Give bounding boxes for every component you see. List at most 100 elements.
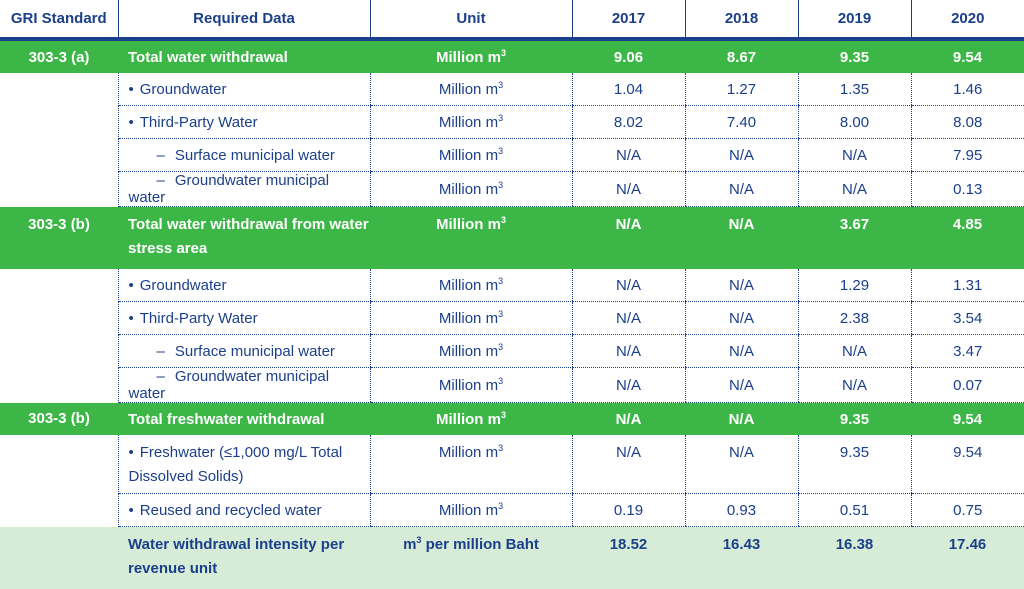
required-data: Third-Party Water (118, 302, 370, 335)
year-value: 0.07 (911, 368, 1024, 403)
header-year: 2017 (572, 0, 685, 39)
year-value: 2.38 (798, 302, 911, 335)
unit: Million m3 (370, 435, 572, 494)
header-unit: Unit (370, 0, 572, 39)
year-value: 1.04 (572, 73, 685, 106)
required-data: Surface municipal water (118, 335, 370, 368)
gri-code: 303-3 (a) (0, 39, 118, 73)
gri-code (0, 269, 118, 302)
year-value: 3.54 (911, 302, 1024, 335)
unit-text: Million m (439, 147, 498, 164)
required-data: Total water withdrawal from water stress… (118, 207, 370, 270)
year-value: 16.38 (798, 527, 911, 589)
header-year: 2018 (685, 0, 798, 39)
required-data: Groundwater (118, 73, 370, 106)
year-value: N/A (798, 139, 911, 172)
required-data: Freshwater (≤1,000 mg/L Total Dissolved … (118, 435, 370, 494)
unit-text: Million m (439, 502, 498, 519)
unit: Million m3 (370, 139, 572, 172)
year-value: N/A (685, 207, 798, 270)
year-value: 9.54 (911, 435, 1024, 494)
gri-code (0, 335, 118, 368)
table-row: Water withdrawal intensity per revenue u… (0, 527, 1024, 589)
gri-code (0, 494, 118, 527)
year-value: N/A (572, 139, 685, 172)
year-value: 8.00 (798, 106, 911, 139)
row-label: Surface municipal water (129, 343, 335, 360)
year-value: 7.95 (911, 139, 1024, 172)
required-data: Water withdrawal intensity per revenue u… (118, 527, 370, 589)
unit-superscript: 3 (498, 342, 503, 352)
year-value: 9.35 (798, 403, 911, 436)
unit-text: Million m (436, 411, 501, 428)
year-value: 8.02 (572, 106, 685, 139)
row-label: Reused and recycled water (129, 502, 322, 519)
unit-text: Million m (439, 277, 498, 294)
required-data: Groundwater municipal water (118, 172, 370, 207)
year-value: N/A (685, 269, 798, 302)
year-value: 8.67 (685, 39, 798, 73)
gri-code (0, 527, 118, 589)
unit-superscript: 3 (498, 501, 503, 511)
unit: Million m3 (370, 494, 572, 527)
unit-superscript: 3 (498, 113, 503, 123)
required-data: Reused and recycled water (118, 494, 370, 527)
year-value: 16.43 (685, 527, 798, 589)
required-data: Third-Party Water (118, 106, 370, 139)
unit-prefix: m (403, 536, 416, 553)
table-row: 303-3 (b)Total water withdrawal from wat… (0, 207, 1024, 270)
unit-superscript: 3 (498, 276, 503, 286)
year-value: N/A (572, 269, 685, 302)
required-data: Surface municipal water (118, 139, 370, 172)
year-value: 9.54 (911, 39, 1024, 73)
gri-code (0, 73, 118, 106)
unit-superscript: 3 (501, 48, 506, 58)
year-value: 17.46 (911, 527, 1024, 589)
unit-superscript: 3 (498, 80, 503, 90)
year-value: 1.29 (798, 269, 911, 302)
year-value: 4.85 (911, 207, 1024, 270)
unit-superscript: 3 (498, 376, 503, 386)
required-data: Groundwater municipal water (118, 368, 370, 403)
row-label: Total freshwater withdrawal (128, 411, 324, 428)
year-value: 7.40 (685, 106, 798, 139)
unit-text: Million m (439, 310, 498, 327)
unit: Million m3 (370, 368, 572, 403)
row-label: Freshwater (≤1,000 mg/L Total Dissolved … (129, 444, 343, 485)
unit: Million m3 (370, 302, 572, 335)
header-row: GRI Standard Required Data Unit 2017 201… (0, 0, 1024, 39)
year-value: 9.35 (798, 39, 911, 73)
unit-text: Million m (439, 343, 498, 360)
year-value: N/A (572, 207, 685, 270)
unit: Million m3 (370, 269, 572, 302)
year-value: 9.06 (572, 39, 685, 73)
unit: Million m3 (370, 106, 572, 139)
year-value: 0.19 (572, 494, 685, 527)
year-value: N/A (685, 403, 798, 436)
year-value: N/A (685, 172, 798, 207)
year-value: N/A (798, 368, 911, 403)
unit-superscript: 3 (498, 443, 503, 453)
gri-code (0, 368, 118, 403)
header-year: 2020 (911, 0, 1024, 39)
row-label: Total water withdrawal (128, 49, 288, 66)
gri-code (0, 172, 118, 207)
year-value: N/A (798, 172, 911, 207)
year-value: 1.35 (798, 73, 911, 106)
gri-code (0, 106, 118, 139)
unit-text: Million m (439, 444, 498, 461)
year-value: 0.13 (911, 172, 1024, 207)
gri-code: 303-3 (b) (0, 207, 118, 270)
unit-superscript: 3 (498, 146, 503, 156)
year-value: 1.46 (911, 73, 1024, 106)
row-label: Groundwater (129, 277, 227, 294)
year-value: 1.27 (685, 73, 798, 106)
year-value: N/A (685, 368, 798, 403)
